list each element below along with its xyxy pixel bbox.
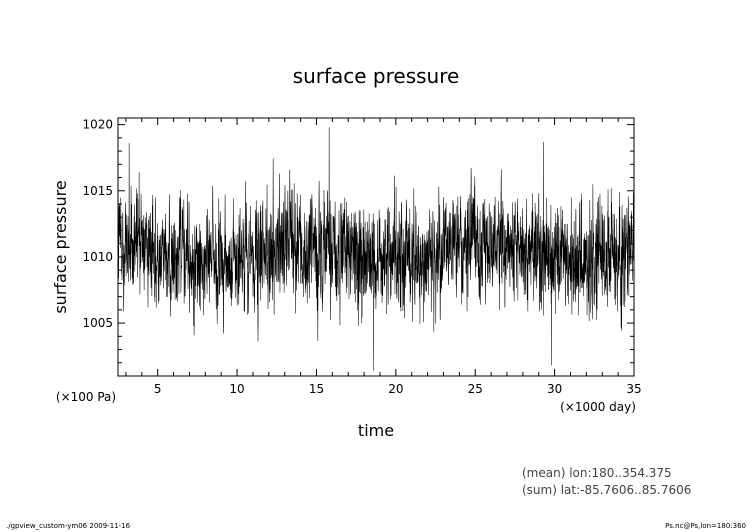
y-tick-label: 1020 <box>82 118 113 132</box>
x-tick-label: 10 <box>229 382 244 396</box>
y-tick-label: 1015 <box>82 184 113 198</box>
plot-frame <box>117 117 635 377</box>
x-tick-label: 15 <box>309 382 324 396</box>
annotation-mean: (mean) lon:180..354.375 <box>522 466 672 480</box>
y-axis-label: surface pressure <box>51 180 70 313</box>
x-tick-label: 30 <box>547 382 562 396</box>
x-axis-label: time <box>358 421 394 440</box>
x-axis: 5 10 15 20 25 30 35 <box>125 118 642 396</box>
footer-left: ./gpview_custom-ym06 2009-11-16 <box>6 522 131 530</box>
x-tick-label: 25 <box>468 382 483 396</box>
y-axis: 1005 1010 1015 1020 <box>82 118 634 364</box>
footer-right: Ps.nc@Ps,lon=180:360 <box>665 522 746 530</box>
x-units-label: (×1000 day) <box>560 400 636 414</box>
series-line <box>117 127 635 371</box>
y-tick-label: 1005 <box>82 316 113 330</box>
y-units-label: (×100 Pa) <box>56 390 116 404</box>
x-tick-label: 35 <box>626 382 641 396</box>
chart-title: surface pressure <box>293 64 460 88</box>
series-path <box>117 127 635 371</box>
x-tick-label: 20 <box>388 382 403 396</box>
y-tick-label: 1010 <box>82 250 113 264</box>
x-tick-label: 5 <box>154 382 162 396</box>
annotation-sum: (sum) lat:-85.7606..85.7606 <box>522 483 691 497</box>
